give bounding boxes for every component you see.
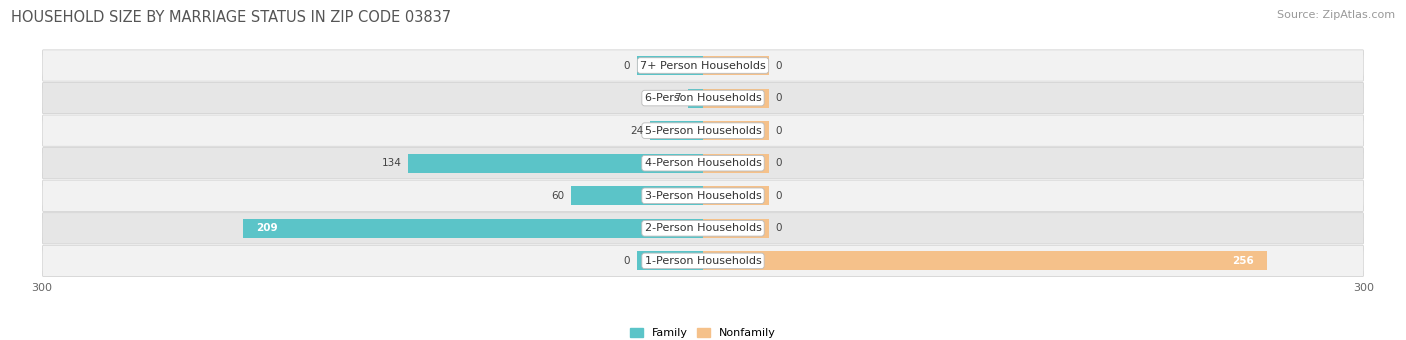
Text: 3-Person Households: 3-Person Households: [644, 191, 762, 201]
Bar: [703, 89, 769, 107]
Text: Source: ZipAtlas.com: Source: ZipAtlas.com: [1277, 10, 1395, 20]
Bar: [703, 121, 769, 140]
Text: 0: 0: [776, 93, 782, 103]
Bar: [703, 219, 769, 238]
Bar: [703, 56, 769, 75]
Text: 0: 0: [624, 256, 630, 266]
Text: 209: 209: [256, 223, 277, 233]
FancyBboxPatch shape: [42, 115, 1364, 146]
Text: 2-Person Households: 2-Person Households: [644, 223, 762, 233]
FancyBboxPatch shape: [42, 245, 1364, 276]
FancyBboxPatch shape: [42, 82, 1364, 114]
Text: 0: 0: [776, 191, 782, 201]
Text: 0: 0: [776, 126, 782, 136]
Text: 256: 256: [1232, 256, 1254, 266]
Bar: [703, 154, 769, 173]
Text: 0: 0: [776, 158, 782, 168]
Bar: [650, 121, 703, 140]
Text: 134: 134: [381, 158, 401, 168]
Bar: [408, 154, 703, 173]
Text: 24: 24: [630, 126, 644, 136]
Text: 1-Person Households: 1-Person Households: [644, 256, 762, 266]
Legend: Family, Nonfamily: Family, Nonfamily: [626, 323, 780, 340]
FancyBboxPatch shape: [42, 148, 1364, 179]
Text: 7: 7: [675, 93, 681, 103]
Text: 7+ Person Households: 7+ Person Households: [640, 61, 766, 70]
Bar: [703, 252, 1267, 270]
Text: 60: 60: [551, 191, 564, 201]
FancyBboxPatch shape: [42, 180, 1364, 211]
FancyBboxPatch shape: [42, 50, 1364, 81]
Bar: [637, 56, 703, 75]
FancyBboxPatch shape: [42, 213, 1364, 244]
Text: 0: 0: [624, 61, 630, 70]
Text: 0: 0: [776, 223, 782, 233]
Text: 4-Person Households: 4-Person Households: [644, 158, 762, 168]
Bar: [703, 186, 769, 205]
Bar: [243, 219, 703, 238]
Bar: [571, 186, 703, 205]
Text: 5-Person Households: 5-Person Households: [644, 126, 762, 136]
Text: 6-Person Households: 6-Person Households: [644, 93, 762, 103]
Bar: [688, 89, 703, 107]
Text: 0: 0: [776, 61, 782, 70]
Text: HOUSEHOLD SIZE BY MARRIAGE STATUS IN ZIP CODE 03837: HOUSEHOLD SIZE BY MARRIAGE STATUS IN ZIP…: [11, 10, 451, 25]
Bar: [637, 252, 703, 270]
